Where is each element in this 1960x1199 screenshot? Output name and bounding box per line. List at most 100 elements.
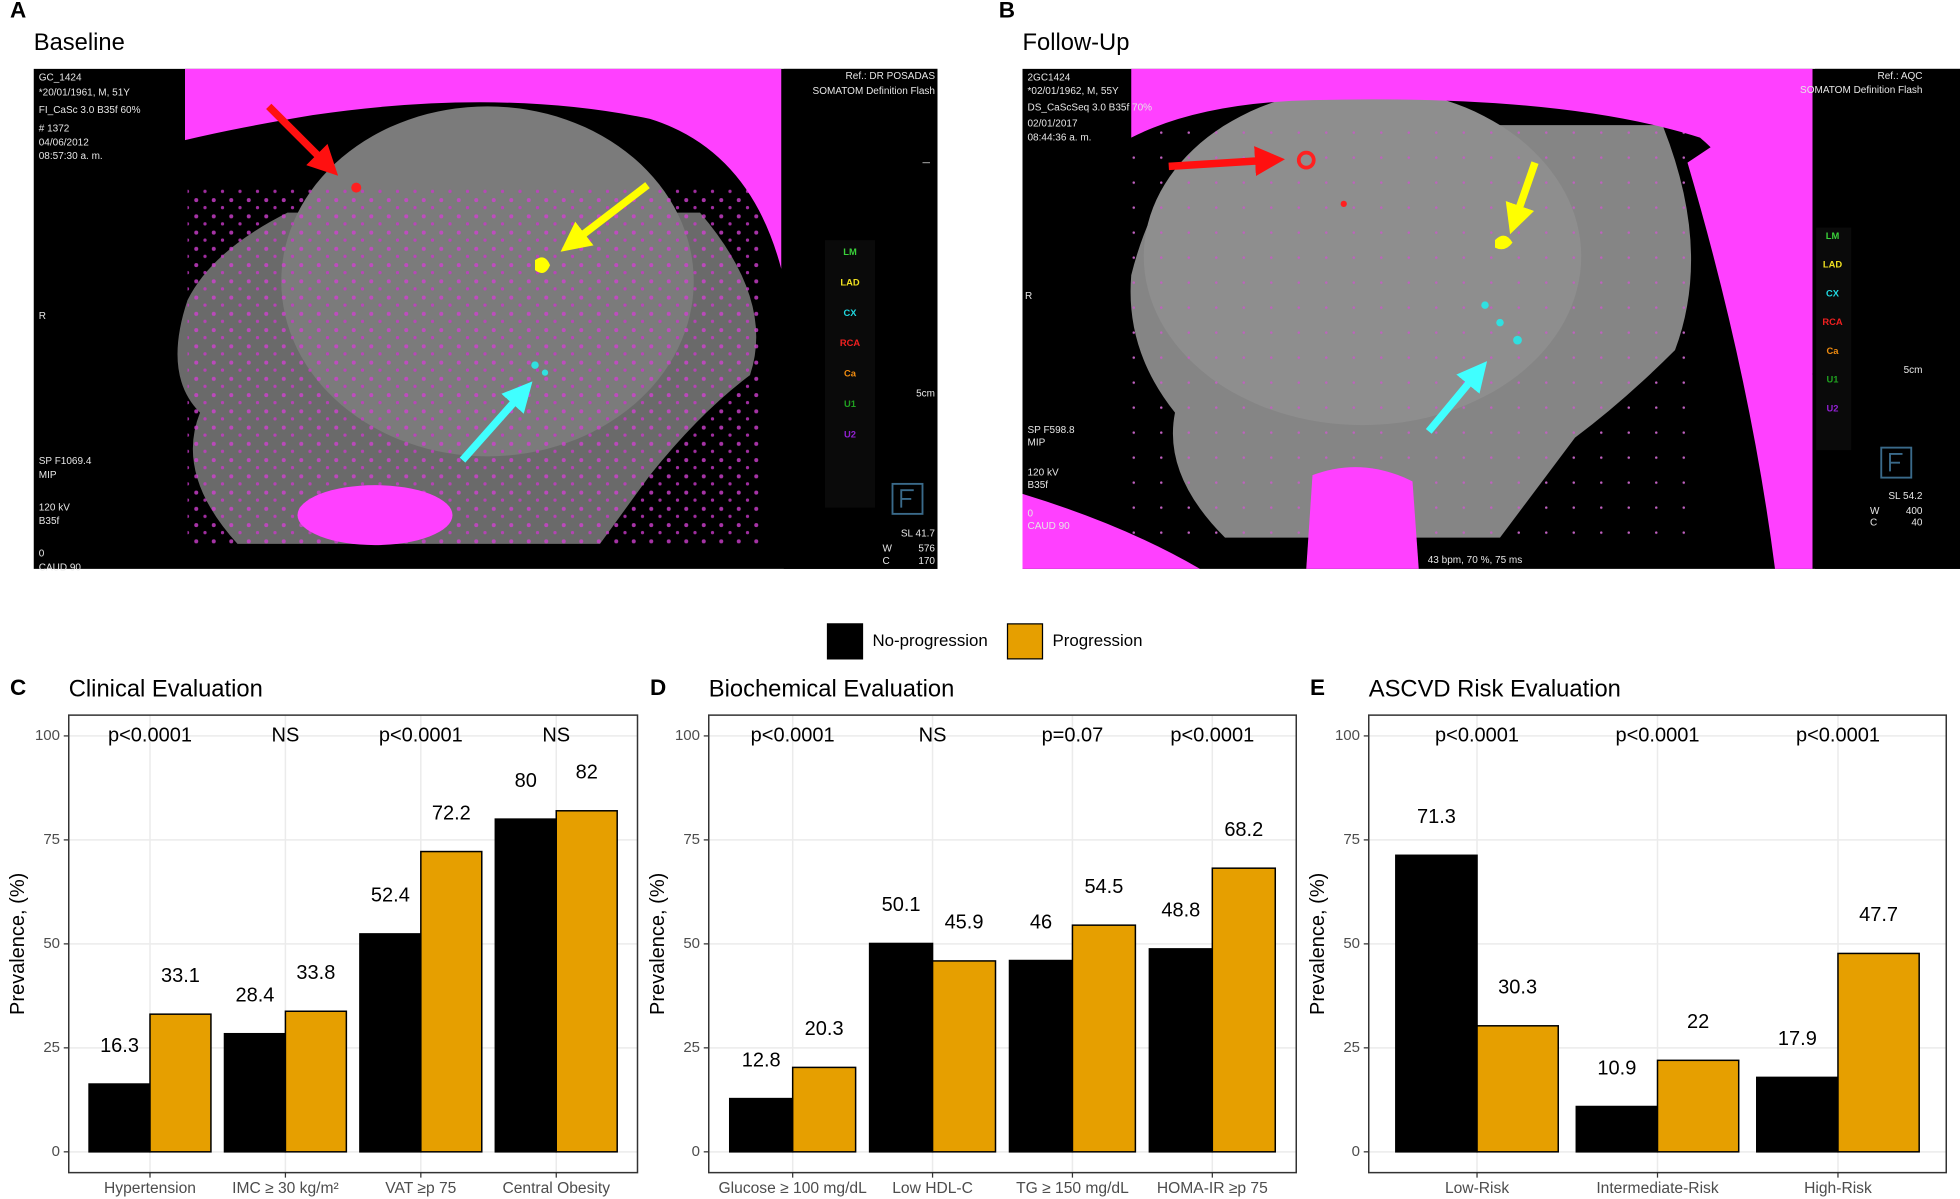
overlay-text: 0 bbox=[39, 549, 45, 560]
x-tick-label: Glucose ≥ 100 mg/dL bbox=[719, 1180, 868, 1197]
overlay-text: R bbox=[39, 311, 46, 322]
overlay-text: SP F598.8 bbox=[1028, 425, 1076, 436]
y-tick-label: 100 bbox=[675, 727, 700, 744]
x-tick-label: HOMA-IR ≥p 75 bbox=[1157, 1180, 1268, 1197]
overlay-text: MIP bbox=[39, 470, 57, 481]
coronary-label: CX bbox=[1826, 288, 1840, 298]
bar-value-label: 71.3 bbox=[1417, 806, 1456, 828]
ct-image-a bbox=[33, 68, 938, 569]
overlay-text: R bbox=[1025, 291, 1032, 302]
overlay-text: CAUD 90 bbox=[39, 562, 82, 573]
overlay-text: 04/06/2012 bbox=[39, 137, 89, 148]
y-tick-label: 0 bbox=[1352, 1143, 1360, 1160]
p-value: NS bbox=[919, 725, 947, 747]
overlay-text: *02/01/1962, M, 55Y bbox=[1028, 86, 1120, 97]
legend-swatch bbox=[1006, 623, 1044, 660]
overlay-text: 08:44:36 a. m. bbox=[1028, 132, 1092, 143]
overlay-text: SOMATOM Definition Flash bbox=[1800, 85, 1922, 96]
bar bbox=[494, 818, 557, 1153]
overlay-text: B35f bbox=[1028, 480, 1049, 491]
p-value: p=0.07 bbox=[1042, 725, 1104, 747]
coronary-label: RCA bbox=[1822, 317, 1843, 327]
overlay-text: 40 bbox=[1911, 517, 1923, 528]
bar-value-label: 28.4 bbox=[235, 984, 274, 1006]
p-value: p<0.0001 bbox=[1616, 725, 1700, 747]
overlay-text: SOMATOM Definition Flash bbox=[813, 86, 935, 97]
coronary-label: RCA bbox=[840, 338, 861, 348]
bar bbox=[1575, 1105, 1659, 1153]
bar bbox=[791, 1066, 857, 1153]
bar bbox=[1476, 1025, 1559, 1153]
coronary-label: LM bbox=[843, 247, 857, 257]
bar bbox=[1148, 948, 1214, 1153]
overlay-text: SL 41.7 bbox=[901, 529, 936, 540]
bar-value-label: 68.2 bbox=[1224, 819, 1263, 841]
bar-value-label: 46 bbox=[1030, 911, 1052, 933]
plot-border bbox=[1368, 714, 1947, 1174]
bar-value-label: 10.9 bbox=[1597, 1057, 1636, 1079]
bar bbox=[223, 1032, 287, 1153]
overlay-text: 43 bpm, 70 %, 75 ms bbox=[1428, 555, 1522, 566]
y-tick-label: 50 bbox=[1343, 935, 1360, 952]
coronary-label: U2 bbox=[844, 429, 856, 439]
x-tick-label: Intermediate-Risk bbox=[1596, 1180, 1719, 1197]
chart-title: Biochemical Evaluation bbox=[709, 675, 955, 702]
image-title: Follow-Up bbox=[1023, 29, 1130, 56]
y-tick-label: 0 bbox=[692, 1143, 700, 1160]
bar-value-label: 80 bbox=[515, 770, 537, 792]
bar bbox=[1395, 854, 1478, 1153]
bar-value-label: 72.2 bbox=[432, 802, 471, 824]
bar-value-label: 48.8 bbox=[1161, 900, 1200, 922]
bar-value-label: 16.3 bbox=[100, 1035, 139, 1057]
y-tick-label: 100 bbox=[35, 727, 60, 744]
bar-value-label: 50.1 bbox=[882, 894, 921, 916]
x-tick-label: High-Risk bbox=[1804, 1180, 1872, 1197]
overlay-text: SP F1069.4 bbox=[39, 456, 92, 467]
bar bbox=[1756, 1076, 1839, 1153]
y-tick-label: 25 bbox=[1343, 1039, 1360, 1056]
bar bbox=[420, 850, 483, 1153]
coronary-label: CX bbox=[843, 308, 857, 318]
overlay-text: DS_CaScSeq 3.0 B35f 70% bbox=[1028, 102, 1153, 113]
y-tick-label: 0 bbox=[52, 1143, 60, 1160]
bar-value-label: 17.9 bbox=[1778, 1028, 1817, 1050]
bar bbox=[1837, 952, 1920, 1153]
coronary-label: U1 bbox=[844, 399, 856, 409]
p-value: p<0.0001 bbox=[379, 725, 463, 747]
overlay-text: GC_1424 bbox=[39, 72, 82, 83]
y-axis-label: Prevalence, (%) bbox=[647, 873, 669, 1015]
bar bbox=[359, 933, 422, 1153]
legend-label: Progression bbox=[1053, 631, 1143, 650]
x-tick-label: Low HDL-C bbox=[892, 1180, 973, 1197]
y-tick-label: 25 bbox=[43, 1039, 60, 1056]
bar bbox=[88, 1083, 151, 1153]
overlay-text: 2GC1424 bbox=[1028, 72, 1071, 83]
bar bbox=[728, 1097, 794, 1153]
p-value: p<0.0001 bbox=[1170, 725, 1254, 747]
bar bbox=[868, 942, 934, 1153]
bar bbox=[1008, 959, 1074, 1153]
overlay-text: 5cm bbox=[916, 389, 935, 400]
bar bbox=[555, 810, 618, 1153]
y-axis-label: Prevalence, (%) bbox=[1307, 873, 1329, 1015]
overlay-text: MIP bbox=[1028, 437, 1046, 448]
y-tick-label: 75 bbox=[1343, 831, 1360, 848]
overlay-text: W bbox=[883, 544, 893, 555]
overlay-text: SL 54.2 bbox=[1888, 491, 1923, 502]
chart-title: Clinical Evaluation bbox=[69, 675, 263, 702]
plot-border bbox=[68, 714, 639, 1174]
y-tick-label: 50 bbox=[43, 935, 60, 952]
image-title: Baseline bbox=[34, 29, 125, 56]
overlay-text: C bbox=[1870, 517, 1877, 528]
y-tick-label: 75 bbox=[43, 831, 60, 848]
overlay-text: Ref.: AQC bbox=[1877, 71, 1922, 82]
p-value: p<0.0001 bbox=[1796, 725, 1880, 747]
panel-label: C bbox=[10, 675, 26, 700]
overlay-text: 120 kV bbox=[1028, 467, 1059, 478]
p-value: NS bbox=[542, 725, 570, 747]
y-tick-label: 75 bbox=[683, 831, 700, 848]
legend-label: No-progression bbox=[873, 631, 988, 650]
panel-label: A bbox=[10, 0, 26, 22]
overlay-text: W bbox=[1870, 506, 1880, 517]
